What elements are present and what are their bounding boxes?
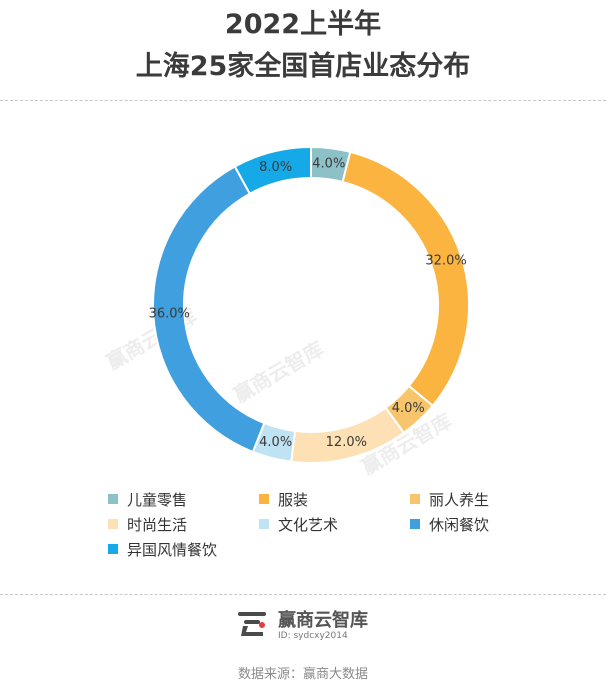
value-label-1: 32.0% — [425, 254, 466, 269]
legend-item: 丽人养生 — [410, 488, 489, 510]
legend-item: 休闲餐饮 — [410, 513, 489, 535]
watermark-text-1: 赢商云智库 — [229, 337, 328, 408]
legend-label: 丽人养生 — [429, 490, 490, 509]
slice-6 — [233, 145, 312, 196]
legend-item: 儿童零售 — [108, 488, 187, 510]
chart-title-line1: 2022上半年 — [224, 9, 382, 40]
slice-1 — [341, 150, 470, 408]
value-label-3: 12.0% — [326, 435, 367, 450]
legend-swatch — [410, 519, 420, 529]
top-divider — [0, 100, 606, 101]
value-label-5: 36.0% — [149, 306, 190, 321]
legend-label: 异国风情餐饮 — [127, 540, 218, 559]
legend-swatch — [410, 494, 420, 504]
value-label-0: 4.0% — [312, 157, 345, 172]
legend-swatch — [259, 519, 269, 529]
slices — [152, 145, 470, 464]
chart-title-line2: 上海25家全国首店业态分布 — [135, 51, 471, 82]
yingshang-logo-icon — [238, 612, 266, 636]
legend-swatch — [108, 494, 118, 504]
brand-id: ID: sydcxy2014 — [278, 631, 348, 641]
legend-item: 服装 — [259, 488, 308, 510]
legend-swatch — [108, 519, 118, 529]
value-label-2: 4.0% — [392, 401, 425, 416]
legend-label: 休闲餐饮 — [429, 515, 490, 534]
value-label-4: 4.0% — [259, 435, 292, 450]
value-labels: 4.0% 32.0% 4.0% 12.0% 4.0% 36.0% 8.0% — [149, 157, 467, 450]
legend-item: 时尚生活 — [108, 513, 187, 535]
legend-label: 儿童零售 — [127, 490, 188, 509]
legend-label: 服装 — [278, 490, 309, 509]
brand-block: 赢商云智库 ID: sydcxy2014 — [234, 606, 368, 646]
legend-label: 时尚生活 — [127, 515, 188, 534]
legend-swatch — [108, 544, 118, 554]
data-source: 数据来源：赢商大数据 — [237, 667, 368, 682]
legend-label: 文化艺术 — [278, 515, 339, 534]
legend-swatch — [259, 494, 269, 504]
brand-name: 赢商云智库 — [278, 610, 368, 631]
bottom-divider — [0, 594, 606, 595]
legend-item: 文化艺术 — [259, 513, 338, 535]
legend-item: 异国风情餐饮 — [108, 538, 217, 560]
value-label-6: 8.0% — [259, 160, 292, 175]
